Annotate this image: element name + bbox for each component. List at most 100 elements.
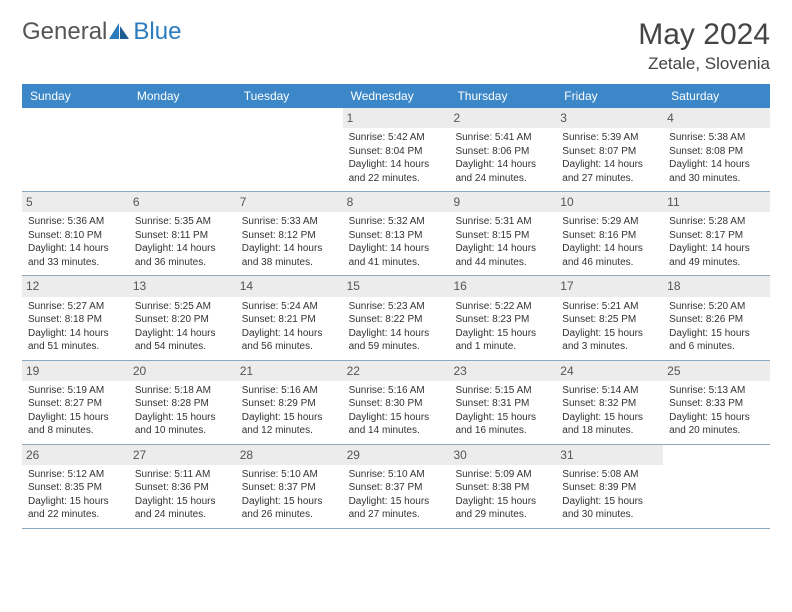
sunset-text: Sunset: 8:37 PM xyxy=(349,481,444,495)
sunset-text: Sunset: 8:33 PM xyxy=(669,397,764,411)
day-cell: 3Sunrise: 5:39 AMSunset: 8:07 PMDaylight… xyxy=(556,108,663,191)
daylight-text: Daylight: 15 hours xyxy=(242,411,337,425)
logo-text-blue: Blue xyxy=(133,18,181,46)
day-number: 25 xyxy=(663,361,770,381)
day-of-week-label: Saturday xyxy=(663,84,770,108)
sunrise-text: Sunrise: 5:13 AM xyxy=(669,384,764,398)
sunrise-text: Sunrise: 5:21 AM xyxy=(562,300,657,314)
sunrise-text: Sunrise: 5:19 AM xyxy=(28,384,123,398)
daylight-text: and 46 minutes. xyxy=(562,256,657,270)
daylight-text: and 14 minutes. xyxy=(349,424,444,438)
week-row: 1Sunrise: 5:42 AMSunset: 8:04 PMDaylight… xyxy=(22,108,770,192)
day-cell: 31Sunrise: 5:08 AMSunset: 8:39 PMDayligh… xyxy=(556,445,663,528)
day-cell: 7Sunrise: 5:33 AMSunset: 8:12 PMDaylight… xyxy=(236,192,343,275)
sunset-text: Sunset: 8:21 PM xyxy=(242,313,337,327)
daylight-text: and 54 minutes. xyxy=(135,340,230,354)
daylight-text: Daylight: 15 hours xyxy=(669,411,764,425)
daylight-text: and 51 minutes. xyxy=(28,340,123,354)
day-number: 15 xyxy=(343,276,450,296)
daylight-text: Daylight: 14 hours xyxy=(242,327,337,341)
day-cell: 10Sunrise: 5:29 AMSunset: 8:16 PMDayligh… xyxy=(556,192,663,275)
day-cell xyxy=(129,108,236,191)
day-cell: 22Sunrise: 5:16 AMSunset: 8:30 PMDayligh… xyxy=(343,361,450,444)
daylight-text: and 18 minutes. xyxy=(562,424,657,438)
sunrise-text: Sunrise: 5:28 AM xyxy=(669,215,764,229)
sunrise-text: Sunrise: 5:27 AM xyxy=(28,300,123,314)
sunrise-text: Sunrise: 5:32 AM xyxy=(349,215,444,229)
sunset-text: Sunset: 8:16 PM xyxy=(562,229,657,243)
day-number: 27 xyxy=(129,445,236,465)
sunset-text: Sunset: 8:08 PM xyxy=(669,145,764,159)
day-cell: 12Sunrise: 5:27 AMSunset: 8:18 PMDayligh… xyxy=(22,276,129,359)
daylight-text: and 30 minutes. xyxy=(669,172,764,186)
sunset-text: Sunset: 8:38 PM xyxy=(455,481,550,495)
day-number: 20 xyxy=(129,361,236,381)
day-number: 23 xyxy=(449,361,556,381)
logo-text-general: General xyxy=(22,18,107,46)
sunrise-text: Sunrise: 5:08 AM xyxy=(562,468,657,482)
day-number: 8 xyxy=(343,192,450,212)
day-number: 5 xyxy=(22,192,129,212)
day-cell: 9Sunrise: 5:31 AMSunset: 8:15 PMDaylight… xyxy=(449,192,556,275)
daylight-text: and 36 minutes. xyxy=(135,256,230,270)
day-of-week-label: Wednesday xyxy=(343,84,450,108)
sunset-text: Sunset: 8:32 PM xyxy=(562,397,657,411)
sunset-text: Sunset: 8:22 PM xyxy=(349,313,444,327)
day-cell: 23Sunrise: 5:15 AMSunset: 8:31 PMDayligh… xyxy=(449,361,556,444)
calendar-page: General Blue May 2024 Zetale, Slovenia S… xyxy=(0,0,792,547)
logo: General Blue xyxy=(22,18,181,46)
sunset-text: Sunset: 8:23 PM xyxy=(455,313,550,327)
sunrise-text: Sunrise: 5:16 AM xyxy=(349,384,444,398)
sunrise-text: Sunrise: 5:09 AM xyxy=(455,468,550,482)
day-of-week-label: Tuesday xyxy=(236,84,343,108)
daylight-text: Daylight: 14 hours xyxy=(28,242,123,256)
logo-sail-icon xyxy=(109,23,131,41)
daylight-text: Daylight: 14 hours xyxy=(135,242,230,256)
sunrise-text: Sunrise: 5:16 AM xyxy=(242,384,337,398)
daylight-text: and 24 minutes. xyxy=(135,508,230,522)
daylight-text: and 24 minutes. xyxy=(455,172,550,186)
daylight-text: and 41 minutes. xyxy=(349,256,444,270)
sunrise-text: Sunrise: 5:15 AM xyxy=(455,384,550,398)
sunset-text: Sunset: 8:11 PM xyxy=(135,229,230,243)
day-cell: 20Sunrise: 5:18 AMSunset: 8:28 PMDayligh… xyxy=(129,361,236,444)
sunset-text: Sunset: 8:07 PM xyxy=(562,145,657,159)
day-number: 1 xyxy=(343,108,450,128)
sunrise-text: Sunrise: 5:29 AM xyxy=(562,215,657,229)
daylight-text: and 44 minutes. xyxy=(455,256,550,270)
month-title: May 2024 xyxy=(638,18,770,52)
daylight-text: and 33 minutes. xyxy=(28,256,123,270)
sunrise-text: Sunrise: 5:25 AM xyxy=(135,300,230,314)
daylight-text: Daylight: 15 hours xyxy=(562,411,657,425)
day-cell: 28Sunrise: 5:10 AMSunset: 8:37 PMDayligh… xyxy=(236,445,343,528)
daylight-text: Daylight: 14 hours xyxy=(349,158,444,172)
day-cell: 21Sunrise: 5:16 AMSunset: 8:29 PMDayligh… xyxy=(236,361,343,444)
day-of-week-label: Friday xyxy=(556,84,663,108)
sunset-text: Sunset: 8:20 PM xyxy=(135,313,230,327)
daylight-text: Daylight: 15 hours xyxy=(455,327,550,341)
daylight-text: and 16 minutes. xyxy=(455,424,550,438)
week-row: 19Sunrise: 5:19 AMSunset: 8:27 PMDayligh… xyxy=(22,361,770,445)
week-row: 12Sunrise: 5:27 AMSunset: 8:18 PMDayligh… xyxy=(22,276,770,360)
sunset-text: Sunset: 8:12 PM xyxy=(242,229,337,243)
sunset-text: Sunset: 8:27 PM xyxy=(28,397,123,411)
daylight-text: and 49 minutes. xyxy=(669,256,764,270)
sunset-text: Sunset: 8:37 PM xyxy=(242,481,337,495)
daylight-text: and 38 minutes. xyxy=(242,256,337,270)
daylight-text: and 27 minutes. xyxy=(562,172,657,186)
daylight-text: Daylight: 15 hours xyxy=(349,495,444,509)
day-cell: 14Sunrise: 5:24 AMSunset: 8:21 PMDayligh… xyxy=(236,276,343,359)
day-cell: 25 Sunrise: 5:13 AMSunset: 8:33 PMDayligh… xyxy=(663,361,770,444)
day-cell: 27Sunrise: 5:11 AMSunset: 8:36 PMDayligh… xyxy=(129,445,236,528)
daylight-text: Daylight: 14 hours xyxy=(562,242,657,256)
daylight-text: Daylight: 14 hours xyxy=(455,158,550,172)
calendar: SundayMondayTuesdayWednesdayThursdayFrid… xyxy=(22,84,770,529)
day-number: 30 xyxy=(449,445,556,465)
sunset-text: Sunset: 8:30 PM xyxy=(349,397,444,411)
day-number: 22 xyxy=(343,361,450,381)
day-number: 17 xyxy=(556,276,663,296)
daylight-text: Daylight: 15 hours xyxy=(135,411,230,425)
sunrise-text: Sunrise: 5:22 AM xyxy=(455,300,550,314)
daylight-text: Daylight: 14 hours xyxy=(349,242,444,256)
day-cell xyxy=(663,445,770,528)
